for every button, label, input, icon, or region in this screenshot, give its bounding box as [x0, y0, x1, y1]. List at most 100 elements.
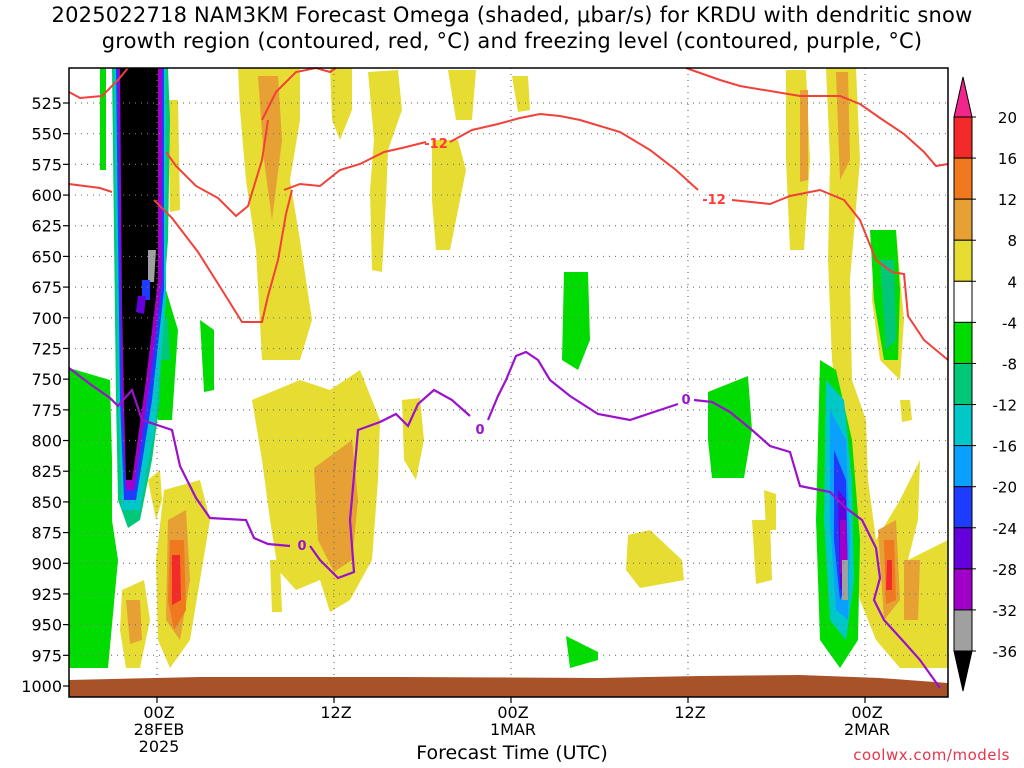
omega-shade-region	[136, 296, 146, 314]
omega-shade-region	[69, 368, 118, 668]
y-tick-label: 750	[31, 370, 62, 389]
colorbar-bin	[953, 198, 973, 241]
y-tick-label: 650	[31, 247, 62, 266]
colorbar-bin	[953, 404, 973, 447]
omega-shade-region	[764, 490, 776, 530]
colorbar-top-arrow	[953, 76, 973, 118]
omega-shade-region	[512, 76, 530, 112]
dgz-contour-line	[283, 141, 427, 191]
colorbar-bottom-arrow	[953, 650, 973, 692]
x-tick-label: 12Z	[320, 703, 351, 722]
x-tick-label: 2MAR	[844, 720, 890, 739]
dgz-contour-line	[731, 188, 949, 361]
omega-shade-region	[904, 560, 920, 620]
omega-shade-region	[258, 76, 282, 220]
omega-shade-region	[900, 400, 912, 422]
omega-shade-region	[880, 260, 896, 350]
omega-shade-region	[270, 560, 282, 612]
omega-shade-region	[314, 440, 358, 572]
colorbar-bin	[953, 321, 973, 364]
colorbar-bin	[953, 239, 973, 282]
colorbar-bin	[953, 486, 973, 529]
y-tick-label: 575	[31, 155, 62, 174]
colorbar-tick-label: 4	[1007, 273, 1017, 291]
y-tick-label: 875	[31, 524, 62, 543]
colorbar-bin	[953, 157, 973, 200]
omega-shade-region	[886, 560, 892, 590]
colorbar-tick-label: 16	[998, 150, 1017, 168]
dgz-contour-line	[261, 66, 337, 121]
omega-shade-region	[432, 140, 466, 250]
chart-title: 2025022718 NAM3KM Forecast Omega (shaded…	[0, 2, 1024, 54]
colorbar-tick-label: -4	[1002, 314, 1017, 332]
colorbar-bin	[953, 568, 973, 611]
omega-shading	[69, 68, 948, 668]
y-tick-label: 950	[31, 616, 62, 635]
omega-shade-region	[168, 100, 180, 212]
freezing-level-contour-line	[309, 388, 471, 580]
colorbar-tick-label: -16	[993, 438, 1018, 456]
omega-shade-region	[448, 70, 476, 120]
y-tick-label: 625	[31, 217, 62, 236]
omega-shade-region	[120, 68, 158, 480]
y-tick-label: 800	[31, 432, 62, 451]
y-tick-label: 850	[31, 493, 62, 512]
y-tick-label: 700	[31, 309, 62, 328]
x-tick-label: 28FEB	[134, 720, 185, 739]
chart-title-line1: 2025022718 NAM3KM Forecast Omega (shaded…	[51, 3, 973, 27]
colorbar-bin	[953, 445, 973, 488]
plot-frame	[68, 67, 949, 698]
omega-shade-region	[800, 90, 808, 182]
freezing-level-label: 0	[297, 539, 306, 554]
freezing-level-label: 0	[681, 393, 690, 408]
colorbar-bin	[953, 280, 973, 323]
terrain-ground	[69, 675, 948, 697]
chart-title-line2: growth region (contoured, red, °C) and f…	[101, 29, 923, 53]
y-tick-label: 525	[31, 94, 62, 113]
x-axis-label: Forecast Time (UTC)	[416, 742, 608, 764]
axes: 525 550 575 600 625 650 675 700 725 750 775 800 825 8…	[21, 67, 949, 756]
dgz-contour-line	[165, 119, 269, 218]
y-tick-label: 775	[31, 401, 62, 420]
omega-shade-region	[142, 280, 150, 300]
colorbar-tick-label: -12	[993, 397, 1018, 415]
colorbar-tick-label: -8	[1002, 355, 1017, 373]
colorbar-tick-label: -28	[993, 561, 1018, 579]
omega-shade-region	[752, 520, 772, 584]
colorbar: 20 16 12 8 4 -4 -8 -12 -16 -20 -24 -28 -32 -36	[953, 76, 1018, 692]
colorbar-tick-label: -36	[993, 643, 1018, 661]
y-tick-label: 975	[31, 646, 62, 665]
dgz-contour-line	[449, 112, 699, 191]
contours: -12 -12 0 0 0	[68, 66, 949, 689]
colorbar-tick-label: -20	[993, 479, 1018, 497]
dgz-contour-line	[68, 67, 129, 100]
freezing-level-contour-line	[68, 367, 291, 548]
freezing-level-contour-line	[693, 398, 941, 689]
colorbar-bin	[953, 609, 973, 652]
grid-lines	[69, 68, 948, 697]
ground-terrain	[69, 675, 948, 697]
y-tick-label: 825	[31, 462, 62, 481]
omega-shade-region	[566, 636, 598, 668]
credit-text: coolwx.com/models	[853, 746, 1010, 764]
omega-shade-region	[126, 600, 142, 644]
colorbar-tick-label: 8	[1007, 232, 1017, 250]
y-tick-label: 600	[31, 186, 62, 205]
colorbar-bin	[953, 527, 973, 570]
x-tick-label: 00Z	[851, 703, 882, 722]
omega-shade-region	[368, 70, 402, 272]
freezing-level-label: 0	[475, 423, 484, 438]
omega-shade-region	[402, 398, 424, 480]
y-tick-label: 675	[31, 278, 62, 297]
omega-shade-region	[148, 470, 162, 520]
omega-shade-region	[708, 376, 752, 478]
y-tick-label: 925	[31, 585, 62, 604]
omega-shade-region	[100, 68, 106, 170]
omega-shade-region	[172, 555, 181, 605]
colorbar-bin	[953, 362, 973, 406]
omega-shade-region	[330, 68, 352, 140]
colorbar-tick-label: 12	[998, 191, 1017, 209]
omega-shade-region	[200, 320, 214, 392]
dgz-contour-label: -12	[702, 193, 726, 208]
